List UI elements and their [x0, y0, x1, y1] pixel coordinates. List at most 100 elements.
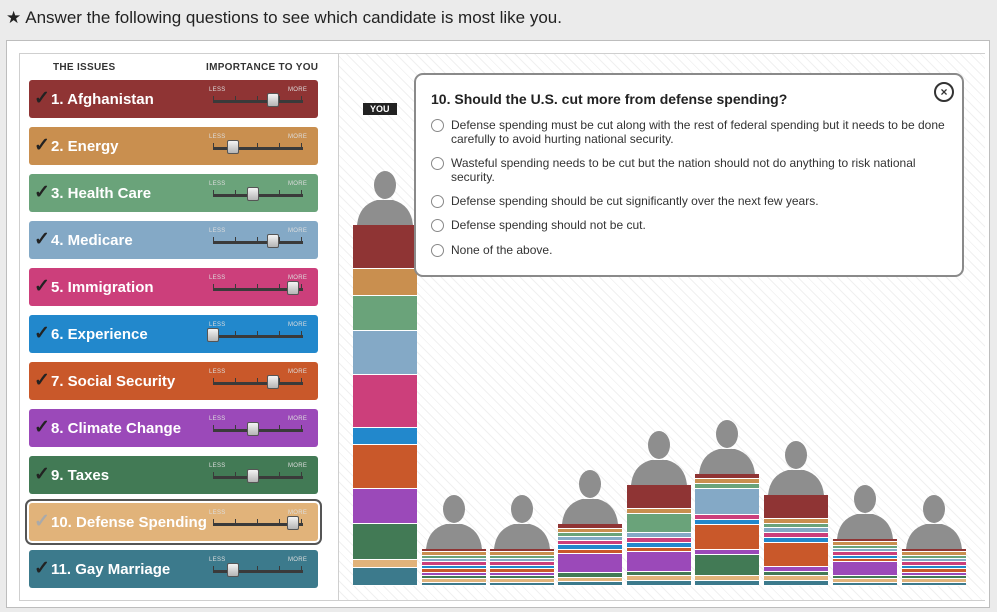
- candidate-bar-c1[interactable]: [422, 549, 486, 586]
- candidate-bar-c2[interactable]: [490, 549, 554, 586]
- slider-tick: [257, 237, 258, 241]
- importance-slider-knob[interactable]: [287, 516, 299, 530]
- issue-row[interactable]: ✓ 2. Energy LESS MORE: [29, 127, 318, 165]
- importance-slider-track[interactable]: [213, 382, 303, 385]
- slider-tick: [301, 284, 302, 288]
- radio-button[interactable]: [431, 195, 444, 208]
- importance-slider-track[interactable]: [213, 100, 303, 103]
- bar-segment: [353, 489, 417, 525]
- bar-segment: [353, 445, 417, 490]
- importance-slider-knob[interactable]: [247, 469, 259, 483]
- candidate-bar-c4[interactable]: [627, 485, 691, 586]
- slider-less-label: LESS: [209, 134, 226, 140]
- slider-tick: [235, 378, 236, 382]
- bar-segment: [833, 562, 897, 576]
- importance-slider-knob[interactable]: [267, 93, 279, 107]
- issue-row[interactable]: ✓ 3. Health Care LESS MORE: [29, 174, 318, 212]
- person-icon: [357, 171, 413, 226]
- answer-option[interactable]: Wasteful spending needs to be cut but th…: [431, 156, 956, 184]
- radio-button[interactable]: [431, 157, 444, 170]
- importance-slider-track[interactable]: [213, 288, 303, 291]
- slider-ticks: [213, 237, 303, 241]
- importance-slider-track[interactable]: [213, 523, 303, 526]
- slider-more-label: MORE: [288, 87, 308, 93]
- issue-row[interactable]: ✓ 5. Immigration LESS MORE: [29, 268, 318, 306]
- bar-segment: [764, 571, 828, 577]
- importance-slider-knob[interactable]: [227, 563, 239, 577]
- bar-segment: [422, 562, 486, 566]
- bar-segment: [490, 562, 554, 566]
- close-icon[interactable]: ×: [934, 82, 954, 102]
- importance-slider-track[interactable]: [213, 147, 303, 150]
- bar-segment: [558, 577, 622, 582]
- issue-row[interactable]: ✓ 6. Experience LESS MORE: [29, 315, 318, 353]
- slider-tick: [213, 143, 214, 147]
- issue-row[interactable]: ✓ 10. Defense Spending LESS MORE: [25, 499, 322, 545]
- importance-slider-knob[interactable]: [207, 328, 219, 342]
- answer-text: Defense spending must be cut along with …: [451, 118, 945, 146]
- issue-row[interactable]: ✓ 8. Climate Change LESS MORE: [29, 409, 318, 447]
- answer-text: None of the above.: [451, 243, 553, 257]
- importance-slider-track[interactable]: [213, 241, 303, 244]
- check-icon: ✓: [34, 182, 50, 203]
- issue-row[interactable]: ✓ 1. Afghanistan LESS MORE: [29, 80, 318, 118]
- bar-segment: [764, 528, 828, 534]
- slider-tick: [235, 519, 236, 523]
- issue-row[interactable]: ✓ 4. Medicare LESS MORE: [29, 221, 318, 259]
- bar-segment: [490, 582, 554, 586]
- candidate-bar-c8[interactable]: [902, 549, 966, 586]
- candidate-bar-c6[interactable]: [764, 494, 828, 586]
- bar-segment: [558, 553, 622, 574]
- answer-option[interactable]: Defense spending must be cut along with …: [431, 118, 956, 146]
- issue-row[interactable]: ✓ 11. Gay Marriage LESS MORE: [29, 550, 318, 588]
- radio-button[interactable]: [431, 219, 444, 232]
- importance-slider-knob[interactable]: [227, 140, 239, 154]
- bar-segment: [833, 538, 897, 543]
- candidate-bar-you[interactable]: [353, 225, 417, 586]
- you-label: YOU: [363, 103, 397, 115]
- slider-tick: [257, 566, 258, 570]
- bar-segment: [627, 542, 691, 548]
- slider-tick: [257, 519, 258, 523]
- importance-slider-knob[interactable]: [267, 234, 279, 248]
- candidate-bar-c3[interactable]: [558, 524, 622, 586]
- importance-slider-track[interactable]: [213, 570, 303, 573]
- slider-less-label: LESS: [209, 228, 226, 234]
- issue-row[interactable]: ✓ 9. Taxes LESS MORE: [29, 456, 318, 494]
- slider-tick: [235, 190, 236, 194]
- bar-segment: [490, 549, 554, 553]
- issue-label: 5. Immigration: [51, 279, 154, 296]
- slider-less-label: LESS: [209, 463, 226, 469]
- importance-slider-knob[interactable]: [267, 375, 279, 389]
- candidate-bar-c5[interactable]: [695, 473, 759, 586]
- bar-segment: [833, 575, 897, 580]
- issues-column-header: THE ISSUES: [53, 62, 116, 73]
- candidate-bar-c7[interactable]: [833, 538, 897, 586]
- radio-button[interactable]: [431, 244, 444, 257]
- bar-segment: [627, 533, 691, 538]
- issue-row[interactable]: ✓ 7. Social Security LESS MORE: [29, 362, 318, 400]
- slider-tick: [213, 566, 214, 570]
- slider-less-label: LESS: [209, 322, 226, 328]
- answer-option[interactable]: Defense spending should not be cut.: [431, 218, 956, 232]
- slider-tick: [257, 284, 258, 288]
- bar-segment: [353, 427, 417, 446]
- importance-slider-track[interactable]: [213, 335, 303, 338]
- importance-slider-knob[interactable]: [287, 281, 299, 295]
- bar-segment: [695, 555, 759, 576]
- bar-segment: [558, 545, 622, 550]
- bar-segment: [833, 545, 897, 550]
- answer-option[interactable]: Defense spending should be cut significa…: [431, 194, 956, 208]
- bar-segment: [558, 532, 622, 537]
- slider-tick: [235, 331, 236, 335]
- answer-option[interactable]: None of the above.: [431, 243, 956, 257]
- slider-more-label: MORE: [288, 181, 308, 187]
- bar-segment: [695, 483, 759, 490]
- slider-tick: [235, 425, 236, 429]
- issue-label: 8. Climate Change: [51, 420, 182, 437]
- bar-segment: [422, 569, 486, 573]
- importance-slider-knob[interactable]: [247, 187, 259, 201]
- slider-tick: [279, 143, 280, 147]
- radio-button[interactable]: [431, 119, 444, 132]
- importance-slider-knob[interactable]: [247, 422, 259, 436]
